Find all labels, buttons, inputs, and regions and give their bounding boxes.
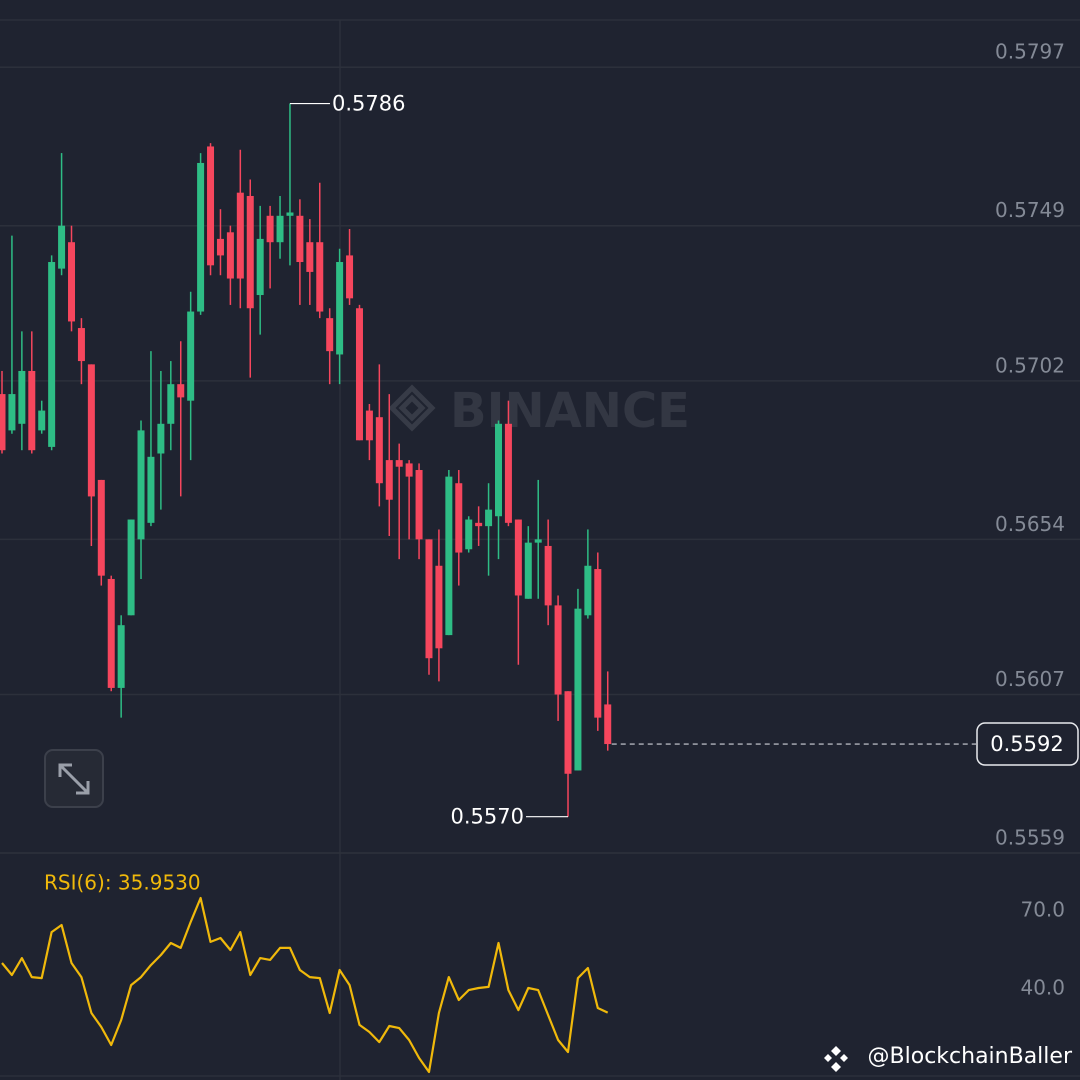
- candle-body: [58, 225, 66, 269]
- expand-icon: [58, 763, 90, 795]
- candle-body: [207, 146, 215, 266]
- candle-body: [38, 410, 46, 431]
- credit-text: @BlockchainBaller: [868, 1044, 1073, 1069]
- candle-body: [97, 479, 105, 576]
- candle-body: [256, 238, 264, 296]
- watermark-logo: [388, 384, 436, 432]
- current-price-label: 0.5592: [990, 732, 1063, 756]
- rsi-line: [1, 896, 609, 1074]
- candle-body: [564, 691, 572, 774]
- candle-body: [197, 162, 205, 312]
- y-tick-label: 0.5607: [995, 667, 1065, 691]
- candle-body: [346, 255, 354, 299]
- candle-body: [28, 370, 36, 451]
- candle-body: [495, 423, 502, 517]
- candle-body: [524, 542, 532, 599]
- candle-body: [415, 470, 423, 540]
- candle-body: [336, 262, 344, 355]
- candle-body: [306, 242, 314, 272]
- y-tick-label: 0.5749: [995, 198, 1065, 222]
- y-tick-label: 0.5654: [995, 512, 1065, 536]
- candle-body: [87, 364, 95, 497]
- candle-body: [127, 519, 135, 616]
- y-tick-label: 70.0: [1020, 897, 1065, 921]
- candle-body: [584, 565, 592, 616]
- candle-body: [316, 242, 324, 312]
- candle-body: [177, 384, 185, 398]
- candle-body: [514, 519, 522, 596]
- candle-body: [534, 539, 542, 543]
- plot: 0.5797 0.5749 0.5702 0.5654 0.5607 0.5559 0.57…: [0, 40, 1080, 1074]
- candle-body: [385, 460, 393, 500]
- candle-body: [365, 410, 373, 441]
- candle-body: [107, 578, 115, 688]
- candle-body: [574, 608, 582, 771]
- credit-logo: [824, 1046, 848, 1072]
- candle-body: [395, 460, 403, 467]
- candle-body: [326, 318, 334, 352]
- candle-body: [147, 456, 155, 523]
- candle-body: [68, 242, 76, 322]
- candle-body: [405, 463, 413, 477]
- y-tick-label: 0.5797: [995, 40, 1065, 64]
- candle-body: [266, 215, 274, 243]
- candle-body: [167, 384, 175, 424]
- candle-body: [604, 704, 612, 745]
- candle-body: [226, 232, 234, 279]
- candle-body: [445, 476, 453, 636]
- candle-body: [544, 545, 552, 606]
- candle-body: [48, 262, 56, 447]
- current-price-box: [976, 722, 1079, 766]
- candle-body: [157, 423, 165, 454]
- y-tick-label: 0.5702: [995, 353, 1065, 377]
- y-tick-label: 0.5559: [995, 826, 1065, 850]
- candle-body: [216, 238, 224, 256]
- credit: @BlockchainBaller: [824, 1044, 1073, 1072]
- watermark-text: BINANCE: [450, 383, 690, 439]
- candle-body: [236, 192, 244, 279]
- high-label: 0.5786: [332, 92, 405, 116]
- candle-body: [117, 625, 125, 688]
- candle-body: [485, 509, 493, 527]
- watermark: BINANCE: [388, 383, 690, 439]
- candle-body: [296, 215, 304, 263]
- candle-body: [475, 522, 483, 527]
- indicator-title: RSI(6): 35.9530: [44, 871, 201, 895]
- candle-body: [8, 394, 16, 431]
- expand-button[interactable]: [44, 749, 104, 808]
- candle-body: [355, 308, 363, 441]
- candle-body: [246, 195, 254, 309]
- candle-body: [18, 370, 26, 424]
- candle-body: [286, 212, 294, 216]
- candle-body: [77, 328, 85, 362]
- candle-body: [455, 483, 463, 553]
- candle-body: [276, 215, 284, 243]
- candle-body: [187, 311, 195, 401]
- low-label: 0.5570: [451, 805, 524, 829]
- y-tick-label: 40.0: [1020, 976, 1065, 1000]
- candle-body: [137, 430, 145, 540]
- candle-body: [465, 519, 473, 550]
- candle-body: [375, 417, 383, 484]
- candle-body: [425, 539, 433, 659]
- candle-body: [554, 605, 562, 695]
- candle-body: [0, 394, 6, 451]
- candle-body: [504, 423, 512, 523]
- candle-body: [435, 565, 443, 649]
- candle-body: [594, 569, 602, 718]
